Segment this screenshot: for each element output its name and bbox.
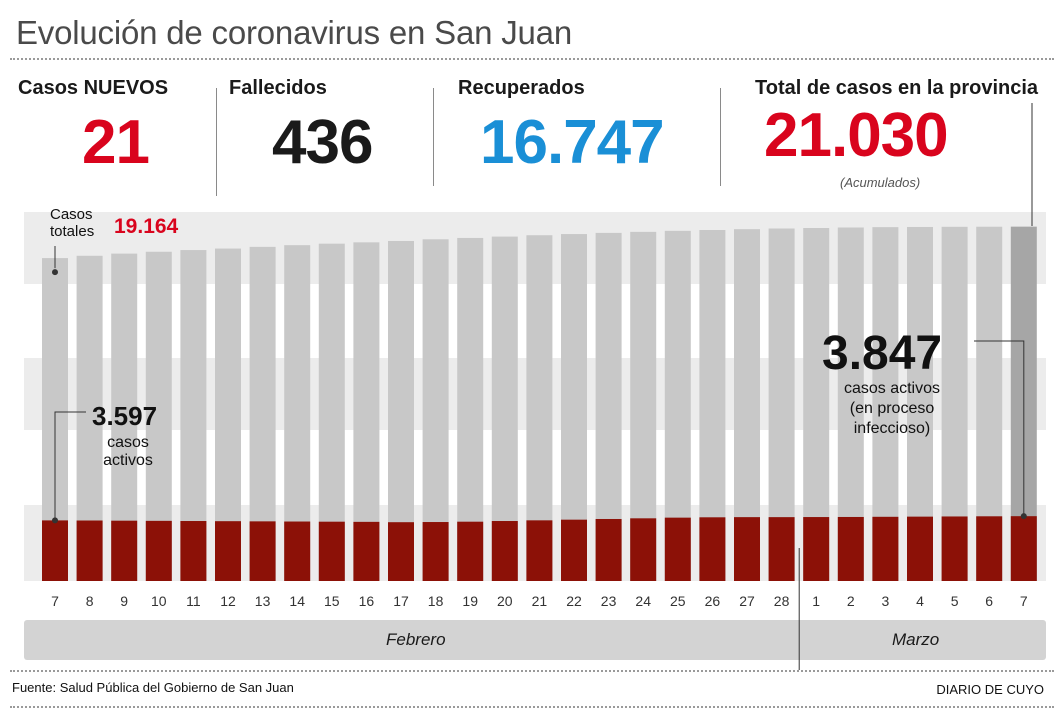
x-tick-label: 11	[186, 593, 201, 609]
active-bar	[180, 521, 207, 581]
x-tick-label: 13	[255, 593, 271, 609]
active-bar	[907, 516, 933, 581]
active-bar	[353, 521, 380, 581]
stat-divider	[216, 88, 217, 196]
x-tick-label: 9	[120, 593, 128, 609]
accumulated-note: (Acumulados)	[840, 175, 921, 190]
last-active-value: 3.847	[822, 327, 943, 380]
active-bar	[457, 521, 484, 581]
recovered-label: Recuperados	[458, 77, 585, 99]
x-tick-label: 27	[739, 593, 755, 609]
active-bar	[422, 522, 449, 581]
stat-divider	[433, 88, 434, 186]
first-active-connector	[54, 411, 86, 521]
new-cases-value: 21	[82, 108, 150, 177]
x-tick-label: 15	[324, 593, 340, 609]
active-bar	[630, 518, 657, 581]
x-tick-label: 3	[882, 593, 890, 609]
x-tick-label: 5	[951, 593, 959, 609]
active-bar	[561, 519, 587, 581]
total-cases-annotation-label: Casos totales	[50, 206, 112, 240]
active-bar	[768, 517, 795, 581]
stat-divider	[720, 88, 721, 186]
active-bar	[42, 520, 68, 581]
source-note: Fuente: Salud Pública del Gobierno de Sa…	[12, 680, 294, 695]
active-bar	[595, 518, 622, 581]
active-bar	[111, 520, 138, 581]
active-bar	[734, 517, 760, 581]
active-bar	[76, 520, 103, 581]
deaths-label: Fallecidos	[229, 77, 327, 99]
x-tick-label: 25	[670, 593, 686, 609]
active-bar	[699, 517, 726, 581]
active-bar	[388, 522, 414, 581]
x-tick-label: 23	[601, 593, 617, 609]
recovered-value: 16.747	[480, 108, 665, 177]
x-tick-label: 18	[428, 593, 444, 609]
x-tick-label: 28	[774, 593, 790, 609]
active-bar	[284, 521, 311, 581]
x-tick-label: 8	[86, 593, 94, 609]
active-bar	[249, 521, 276, 581]
last-active-connector	[974, 340, 1025, 517]
x-tick-label: 1	[812, 593, 820, 609]
x-tick-label: 7	[1020, 593, 1028, 609]
brand-label: DIARIO DE CUYO	[936, 682, 1044, 697]
active-bar	[318, 521, 345, 581]
active-bar	[803, 517, 830, 581]
chart-title: Evolución de coronavirus en San Juan	[16, 14, 572, 51]
month-band	[24, 620, 1046, 660]
active-bar	[491, 521, 518, 581]
x-tick-label: 10	[151, 593, 167, 609]
active-bar	[215, 521, 241, 581]
deaths-value: 436	[272, 108, 373, 177]
last-active-point	[1020, 513, 1027, 520]
x-tick-label: 16	[359, 593, 375, 609]
month-label-february: Febrero	[386, 630, 446, 649]
x-tick-label: 17	[393, 593, 409, 609]
x-tick-label: 22	[566, 593, 582, 609]
first-active-point	[52, 517, 58, 524]
x-tick-label: 14	[289, 593, 305, 609]
active-bar	[1010, 516, 1037, 581]
x-tick-label: 20	[497, 593, 513, 609]
active-bar	[526, 520, 553, 581]
x-tick-label: 21	[532, 593, 548, 609]
total-cases-annotation-value: 19.164	[114, 215, 179, 238]
x-tick-label: 26	[705, 593, 721, 609]
bottom-divider	[10, 706, 1054, 708]
last-active-note-2: (en proceso	[849, 400, 935, 417]
active-bar	[664, 517, 691, 581]
footer-divider	[10, 670, 1054, 672]
x-tick-label: 6	[985, 593, 993, 609]
total-point	[52, 269, 58, 276]
x-tick-label: 19	[462, 593, 478, 609]
total-cases-value: 21.030	[764, 101, 949, 170]
active-bar	[837, 516, 864, 581]
first-active-value: 3.597	[92, 401, 158, 431]
active-bar	[976, 516, 1003, 581]
active-bar	[872, 516, 899, 581]
last-active-note-3: infeccioso)	[853, 420, 931, 437]
x-tick-label: 12	[220, 593, 236, 609]
month-label-march: Marzo	[892, 630, 940, 649]
x-tick-label: 2	[847, 593, 855, 609]
x-tick-label: 24	[635, 593, 651, 609]
title-divider	[10, 58, 1054, 60]
x-tick-label: 4	[916, 593, 924, 609]
last-active-note-1: casos activos	[843, 380, 941, 397]
x-tick-label: 7	[51, 593, 59, 609]
active-bar	[145, 520, 172, 581]
total-cases-annotation-text: Casos totales	[50, 206, 95, 240]
active-bar	[941, 516, 968, 581]
new-cases-label: Casos NUEVOS	[18, 77, 169, 99]
first-active-note: casos activos	[103, 434, 153, 470]
total-cases-label: Total de casos en la provincia	[755, 77, 1039, 99]
